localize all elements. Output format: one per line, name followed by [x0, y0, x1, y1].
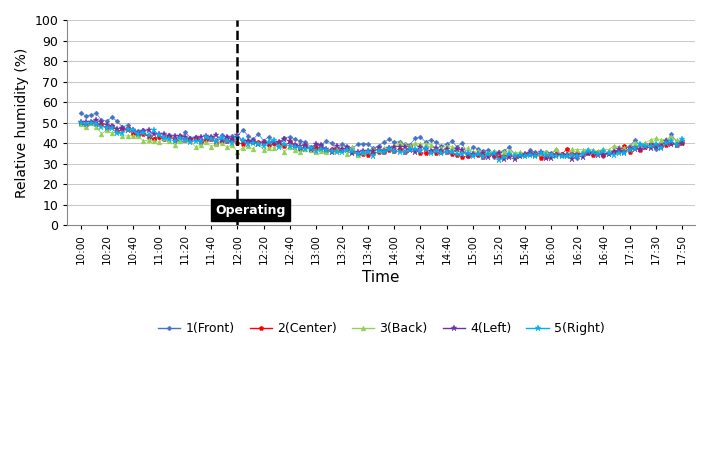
- 4(Left): [641, 144, 650, 150]
- Line: 5(Right): 5(Right): [77, 120, 685, 163]
- 2(Center): [677, 140, 686, 145]
- 2(Center): [484, 152, 493, 158]
- 4(Left): [447, 149, 456, 155]
- 2(Center): [285, 139, 294, 145]
- 3(Back): [489, 148, 498, 153]
- Y-axis label: Relative humidity (%): Relative humidity (%): [15, 47, 29, 198]
- Line: 4(Left): 4(Left): [77, 117, 685, 162]
- 2(Center): [537, 155, 545, 160]
- 4(Left): [484, 154, 493, 160]
- 4(Left): [92, 117, 101, 123]
- Legend: 1(Front), 2(Center), 3(Back), 4(Left), 5(Right): 1(Front), 2(Center), 3(Back), 4(Left), 5…: [153, 318, 610, 340]
- 1(Front): [479, 148, 488, 154]
- 3(Back): [589, 147, 597, 153]
- 5(Right): [280, 141, 289, 147]
- 3(Back): [354, 152, 362, 158]
- 2(Center): [589, 152, 597, 157]
- 3(Back): [677, 137, 686, 142]
- 5(Right): [584, 148, 592, 154]
- 5(Right): [479, 155, 488, 160]
- 4(Left): [285, 138, 294, 144]
- 2(Center): [87, 120, 95, 125]
- 5(Right): [677, 136, 686, 142]
- 4(Left): [568, 156, 577, 162]
- 2(Center): [76, 120, 84, 125]
- 4(Left): [76, 119, 84, 125]
- 3(Back): [453, 146, 462, 152]
- 2(Center): [573, 151, 581, 156]
- 5(Right): [636, 142, 645, 147]
- 3(Back): [76, 122, 84, 127]
- 3(Back): [573, 147, 581, 152]
- 2(Center): [641, 145, 650, 150]
- 1(Front): [280, 135, 289, 141]
- 1(Front): [584, 149, 592, 155]
- 5(Right): [568, 152, 577, 157]
- Line: 2(Center): 2(Center): [78, 120, 684, 160]
- Text: Operating: Operating: [215, 204, 285, 217]
- 3(Back): [641, 140, 650, 146]
- 3(Back): [285, 144, 294, 149]
- 3(Back): [87, 120, 95, 126]
- 2(Center): [447, 151, 456, 156]
- 1(Front): [677, 137, 686, 143]
- 4(Left): [677, 140, 686, 145]
- X-axis label: Time: Time: [363, 269, 400, 284]
- 1(Front): [573, 155, 581, 161]
- 5(Right): [495, 157, 503, 163]
- 5(Right): [76, 120, 84, 126]
- 4(Left): [573, 153, 581, 158]
- 1(Front): [562, 151, 571, 157]
- 1(Front): [76, 110, 84, 116]
- 5(Right): [442, 149, 451, 155]
- 1(Front): [636, 142, 645, 148]
- 1(Front): [442, 141, 451, 147]
- 4(Left): [589, 150, 597, 156]
- Line: 3(Back): 3(Back): [78, 120, 684, 158]
- Line: 1(Front): 1(Front): [79, 111, 684, 160]
